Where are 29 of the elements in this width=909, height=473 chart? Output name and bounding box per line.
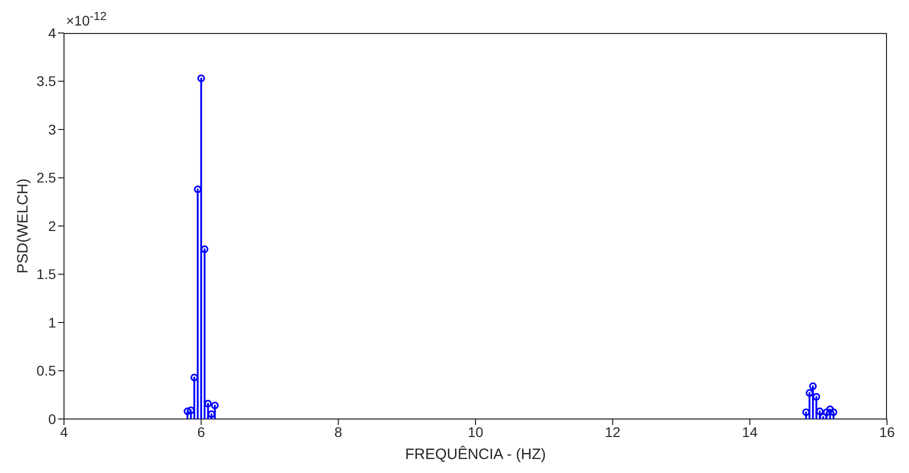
y-tick-label: 1.5 — [36, 266, 56, 282]
x-tick-label: 10 — [468, 424, 484, 440]
x-tick-label: 6 — [197, 424, 206, 440]
text: ×10$^{-12}$ — [66, 10, 107, 29]
y-axis-title: PSD(WELCH) — [14, 178, 32, 274]
point — [826, 406, 834, 414]
point — [822, 408, 830, 416]
x-tick-label: 16 — [879, 424, 895, 440]
point — [830, 408, 838, 416]
x-axis-title: FREQUÊNCIA - (HZ) — [405, 445, 546, 463]
point — [809, 382, 817, 390]
y-tick-label: 2.5 — [36, 170, 56, 186]
point — [812, 393, 820, 401]
y-tick-label: 3.5 — [36, 73, 56, 90]
x-tick-label: 14 — [742, 424, 758, 440]
point — [184, 407, 192, 416]
y-tick-label: 1 — [48, 314, 56, 330]
x-tick-label: 12 — [604, 424, 621, 440]
x-tick-label: 8 — [334, 424, 342, 440]
y-tick-label: 3 — [48, 121, 56, 138]
point — [197, 74, 205, 82]
point — [802, 408, 810, 416]
y-tick-label: 0 — [48, 410, 56, 427]
y-tick-label: 2 — [48, 218, 56, 234]
x-tick-label: 4 — [60, 424, 68, 440]
point — [806, 389, 814, 397]
y-tick-label: 4 — [48, 24, 56, 41]
y-tick-label: 0.5 — [36, 362, 56, 379]
point — [211, 402, 219, 410]
